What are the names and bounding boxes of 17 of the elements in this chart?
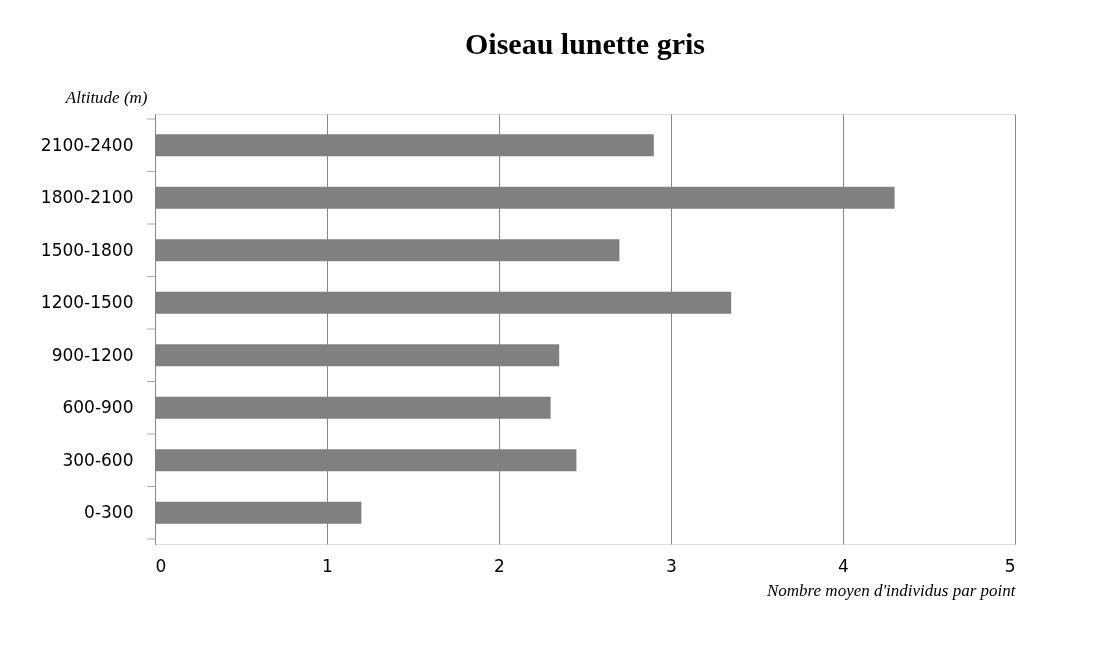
x-tick-label: 1 bbox=[322, 555, 333, 576]
y-tick-label: 1800-2100 bbox=[40, 187, 134, 208]
y-tick-label: 600-900 bbox=[62, 397, 134, 418]
x-axis-title: Nombre moyen d'individus par point bbox=[765, 580, 1017, 600]
y-tick-label: 1500-1800 bbox=[40, 239, 134, 260]
y-tick-label: 0-300 bbox=[84, 502, 134, 523]
x-tick-label: 5 bbox=[1004, 555, 1016, 576]
x-tick-label: 4 bbox=[838, 555, 849, 576]
x-tick-label: 2 bbox=[494, 555, 505, 576]
y-axis-title: Altitude (m) bbox=[64, 87, 148, 107]
chart-title: Oiseau lunette gris bbox=[465, 27, 705, 60]
x-tick-label: 3 bbox=[666, 555, 677, 576]
y-tick-label: 300-600 bbox=[62, 449, 134, 470]
x-tick-label: 0 bbox=[155, 555, 167, 576]
y-tick-label: 1200-1500 bbox=[40, 292, 134, 313]
y-tick-label: 2100-2400 bbox=[40, 134, 134, 155]
y-tick-label: 900-1200 bbox=[51, 344, 134, 365]
